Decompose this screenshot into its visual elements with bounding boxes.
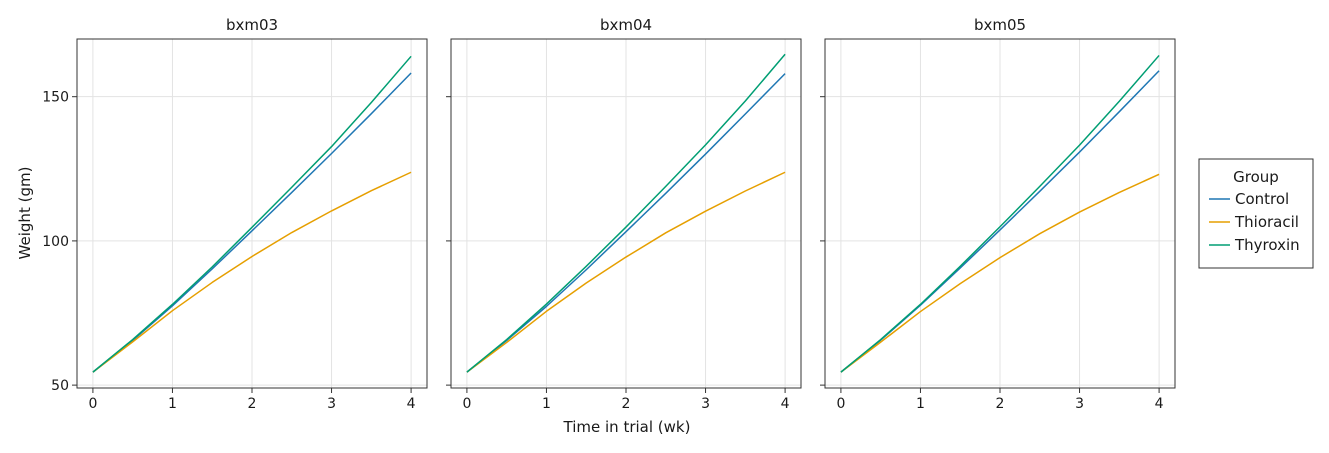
legend-title: Group [1233, 168, 1279, 186]
y-tick-label: 50 [51, 378, 69, 394]
x-tick-label: 3 [1075, 396, 1084, 412]
x-tick-label: 4 [407, 396, 416, 412]
x-tick-label: 0 [462, 396, 471, 412]
panel-title: bxm05 [974, 16, 1026, 34]
x-tick-label: 1 [168, 396, 177, 412]
series-line-thioracil [840, 173, 1160, 373]
legend-box [1198, 158, 1314, 269]
x-axis-label: Time in trial (wk) [563, 418, 691, 436]
legend-entry-thyroxin: Thyroxin [1209, 236, 1300, 254]
x-tick-label: 4 [1155, 396, 1164, 412]
series-line-control [466, 73, 786, 373]
panel-title: bxm03 [226, 16, 278, 34]
series-line-control [92, 72, 412, 373]
x-tick-label: 4 [781, 396, 790, 412]
x-tick-label: 2 [248, 396, 257, 412]
series-line-thioracil [466, 171, 786, 373]
x-tick-label: 2 [622, 396, 631, 412]
y-tick-label: 100 [42, 234, 69, 250]
panel-bxm03: 0 1 2 3 4 50 100 150 bxm03 [42, 16, 428, 412]
x-tick-label: 0 [88, 396, 97, 412]
legend-label: Thioracil [1234, 213, 1299, 231]
series-line-thioracil [92, 171, 412, 373]
chart-panels: 0 1 2 3 4 50 100 150 bxm03 0 1 2 3 4 bxm04 0 1 2 3 4 bxm05 [42, 16, 1176, 412]
x-tick-label: 0 [836, 396, 845, 412]
legend-entry-thioracil: Thioracil [1209, 213, 1299, 231]
x-tick-label: 1 [916, 396, 925, 412]
x-tick-label: 1 [542, 396, 551, 412]
y-axis-label: Weight (gm) [16, 167, 34, 260]
series-line-thyroxin [466, 53, 786, 373]
panel-bxm04: 0 1 2 3 4 bxm04 [446, 16, 802, 412]
legend-label: Control [1235, 190, 1289, 208]
panel-bxm05: 0 1 2 3 4 bxm05 [820, 16, 1176, 412]
x-tick-label: 3 [327, 396, 336, 412]
legend: Group Control Thioracil Thyroxin [1198, 158, 1314, 269]
legend-label: Thyroxin [1234, 236, 1300, 254]
panel-title: bxm04 [600, 16, 652, 34]
y-tick-label: 150 [42, 90, 69, 106]
legend-entry-control: Control [1209, 190, 1289, 208]
x-tick-label: 3 [701, 396, 710, 412]
legend-entries: Control Thioracil Thyroxin [1209, 190, 1300, 254]
series-line-thyroxin [840, 54, 1160, 373]
series-line-thyroxin [92, 55, 412, 373]
x-tick-label: 2 [996, 396, 1005, 412]
